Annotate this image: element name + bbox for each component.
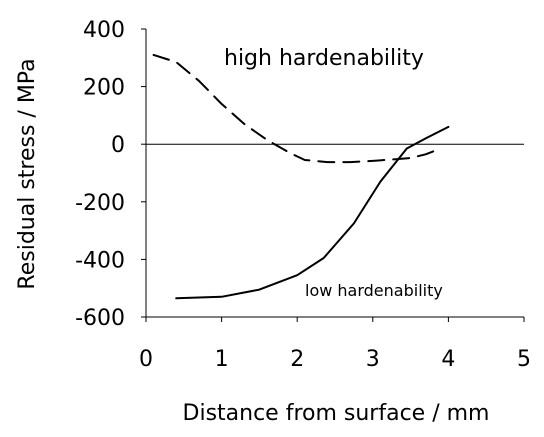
y-tick-label: 200	[83, 76, 125, 101]
x-axis-label: Distance from surface / mm	[183, 401, 490, 426]
x-tick-label: 3	[366, 347, 380, 372]
series-line-high-hardenability	[152, 53, 442, 164]
y-tick-label: -600	[75, 306, 125, 331]
y-axis-label: Residual stress / MPa	[15, 58, 40, 289]
axes	[141, 28, 525, 322]
y-tick-label: 0	[111, 133, 125, 158]
tick-labels: 400 200 0 -200 -400 -600 0 1 2 3 4 5	[75, 18, 531, 372]
annotation-low-hardenability: low hardenability	[305, 281, 443, 300]
x-tick-label: 4	[441, 347, 455, 372]
annotation-high-hardenability: high hardenability	[224, 46, 424, 71]
x-tick-label: 5	[517, 347, 531, 372]
x-tick-label: 1	[215, 347, 229, 372]
x-tick-label: 2	[290, 347, 304, 372]
y-tick-label: 400	[83, 18, 125, 43]
series-line-low-hardenability	[175, 125, 450, 300]
series-group	[152, 53, 450, 300]
x-tick-label: 0	[139, 347, 153, 372]
y-tick-label: -200	[75, 191, 125, 216]
y-tick-label: -400	[75, 248, 125, 273]
